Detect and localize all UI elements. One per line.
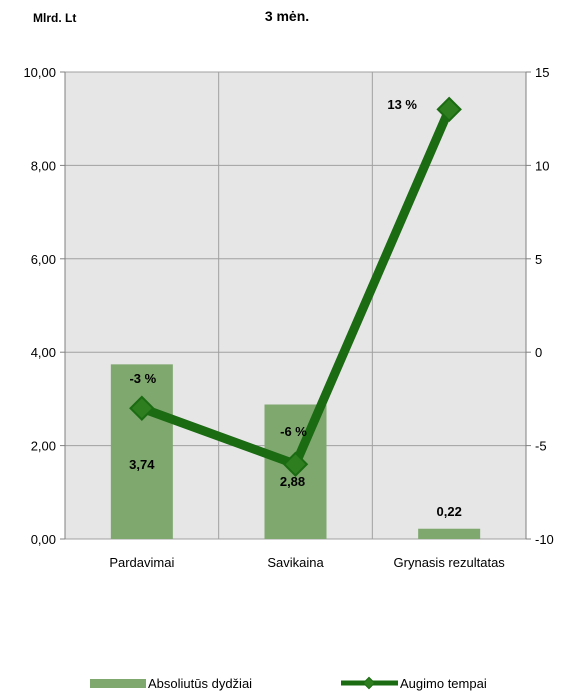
y-axis-title: Mlrd. Lt bbox=[33, 11, 76, 25]
category-label: Savikaina bbox=[267, 555, 324, 570]
category-label: Pardavimai bbox=[109, 555, 174, 570]
bar-value-label: 2,88 bbox=[280, 474, 305, 489]
legend-line-label: Augimo tempai bbox=[400, 676, 487, 691]
right-tick-label: 15 bbox=[535, 65, 549, 80]
legend: Absoliutūs dydžiai Augimo tempai bbox=[90, 676, 487, 691]
bar-value-label: 0,22 bbox=[437, 504, 462, 519]
bar-value-label: 3,74 bbox=[129, 457, 155, 472]
left-tick-label: 2,00 bbox=[31, 439, 56, 454]
bar bbox=[418, 528, 481, 539]
legend-bar-swatch bbox=[90, 679, 146, 688]
category-label: Grynasis rezultatas bbox=[394, 555, 506, 570]
growth-marker bbox=[436, 96, 462, 123]
left-tick-label: 10,00 bbox=[23, 65, 56, 80]
legend-bar-label: Absoliutūs dydžiai bbox=[148, 676, 252, 691]
left-tick-label: 0,00 bbox=[31, 532, 56, 547]
growth-value-label: -3 % bbox=[129, 371, 156, 386]
right-tick-label: -5 bbox=[535, 439, 547, 454]
growth-marker bbox=[282, 451, 309, 478]
legend-line-marker bbox=[362, 676, 376, 690]
left-axis: 0,00 2,00 4,00 6,00 8,00 10,00 bbox=[23, 65, 66, 547]
growth-value-label: 13 % bbox=[387, 97, 417, 112]
bar bbox=[110, 364, 173, 539]
growth-value-label: -6 % bbox=[280, 424, 307, 439]
right-axis: -10 -5 0 5 10 15 bbox=[525, 65, 554, 547]
right-tick-label: 10 bbox=[535, 158, 549, 173]
left-tick-label: 4,00 bbox=[31, 345, 56, 360]
category-labels: Pardavimai Savikaina Grynasis rezultatas bbox=[109, 555, 505, 570]
chart-title: 3 mėn. bbox=[265, 8, 309, 24]
left-tick-label: 6,00 bbox=[31, 252, 56, 267]
bars bbox=[110, 364, 481, 539]
data-labels: 3,74 2,88 0,22 -3 % -6 % 13 % bbox=[129, 97, 462, 519]
right-tick-label: -10 bbox=[535, 532, 554, 547]
right-tick-label: 0 bbox=[535, 345, 542, 360]
left-tick-label: 8,00 bbox=[31, 158, 56, 173]
growth-line bbox=[129, 96, 462, 478]
growth-marker bbox=[129, 395, 155, 421]
right-tick-label: 5 bbox=[535, 252, 542, 267]
